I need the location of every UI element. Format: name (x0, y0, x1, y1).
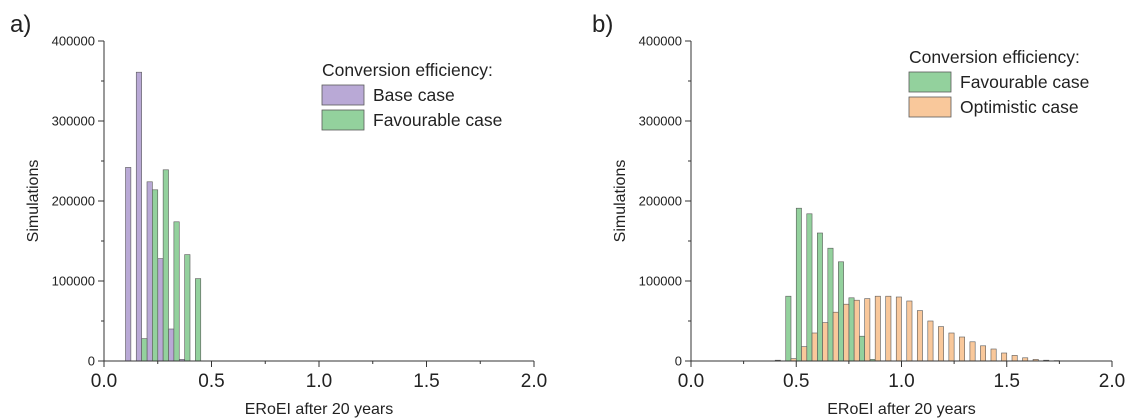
y-tick-label: 100000 (52, 274, 95, 289)
y-axis-title: Simulations (25, 160, 42, 243)
series-optimistic-case (790, 295, 1060, 362)
histogram-bar (927, 320, 934, 362)
legend-label: Optimistic case (960, 97, 1079, 117)
histogram-bar (817, 232, 823, 362)
histogram-bar (157, 258, 164, 362)
histogram-bar (801, 346, 808, 362)
x-tick-label: 2.0 (1099, 371, 1125, 392)
histogram-bar (906, 300, 913, 362)
histogram-bar (184, 254, 191, 362)
y-tick-label: 400000 (52, 34, 95, 49)
y-tick-label: 300000 (639, 114, 682, 129)
legend-swatch (321, 109, 365, 131)
x-axis-title: ERoEI after 20 years (827, 401, 976, 418)
histogram-bar (848, 297, 855, 362)
y-tick-label: 200000 (52, 194, 95, 209)
legend: Conversion efficiency: Base case Favourabl… (321, 60, 502, 131)
histogram-bar (990, 348, 997, 362)
histogram-bar (152, 189, 159, 362)
histogram-bar (832, 311, 839, 362)
x-tick-label: 2.0 (521, 371, 547, 392)
histogram-bar (195, 278, 202, 362)
y-tick-label: 100000 (639, 274, 682, 289)
legend-label: Favourable case (960, 72, 1089, 92)
x-tick-label: 0.5 (198, 371, 224, 392)
y-tick-label: 400000 (639, 34, 682, 49)
panel-label: a) (10, 11, 31, 38)
histogram-bar (843, 303, 850, 362)
histogram-bar (864, 298, 871, 362)
legend-title: Conversion efficiency: (322, 60, 493, 80)
histogram-bar (162, 169, 169, 362)
histogram-bar (822, 322, 829, 362)
x-tick-label: 0.0 (678, 371, 704, 392)
histogram-bar (1001, 352, 1008, 362)
x-tick-label: 1.5 (413, 371, 439, 392)
histogram-bar (135, 71, 142, 362)
histogram-bar (827, 247, 834, 362)
legend-label: Favourable case (373, 110, 502, 130)
histogram-bar (885, 295, 892, 362)
x-tick-label: 0.0 (91, 371, 117, 392)
histogram-bar (141, 338, 148, 362)
histogram-bar (125, 167, 132, 362)
histogram-bar (811, 332, 818, 362)
y-tick-label: 200000 (639, 194, 682, 209)
x-tick-label: 1.5 (994, 371, 1020, 392)
histogram-bar (895, 296, 902, 362)
histogram-bar (146, 181, 153, 362)
histogram-bar (859, 335, 865, 362)
histogram-bar (173, 221, 180, 362)
histogram-bar (969, 341, 976, 362)
y-tick-label: 0 (675, 354, 682, 369)
series-favourable-case (141, 169, 202, 362)
y-axis-title: Simulations (612, 160, 629, 243)
histogram-bar (916, 310, 923, 362)
histogram-bar (806, 213, 813, 362)
histogram-bar (168, 328, 175, 362)
legend-label: Base case (373, 85, 455, 105)
histogram-chart-a: a) 0.0 0.5 1.0 1.5 2.0 0 100000 200000 300000 4000… (10, 11, 547, 418)
histogram-bar (795, 207, 802, 362)
legend-swatch (321, 84, 365, 106)
chart-panel-b: b) 0.0 0.5 1.0 1.5 2.0 0 100000 200000 300000 4000… (566, 0, 1132, 419)
x-tick-label: 1.0 (306, 371, 332, 392)
histogram-bar (1011, 355, 1018, 362)
histogram-bar (838, 261, 844, 362)
histogram-bar (980, 345, 987, 362)
histogram-bar (874, 295, 881, 362)
histogram-bar (853, 299, 860, 362)
histogram-bar (938, 326, 944, 362)
histogram-bar (959, 336, 965, 362)
y-tick-label: 300000 (52, 114, 95, 129)
histogram-bar (948, 332, 955, 362)
x-axis-title: ERoEI after 20 years (245, 401, 394, 418)
x-tick-label: 0.5 (783, 371, 809, 392)
y-tick-label: 0 (88, 354, 95, 369)
legend-swatch (908, 71, 952, 93)
legend-title: Conversion efficiency: (909, 47, 1080, 67)
histogram-bar (785, 295, 792, 362)
x-tick-label: 1.0 (888, 371, 914, 392)
chart-panel-a: a) 0.0 0.5 1.0 1.5 2.0 0 100000 200000 300000 4000… (10, 11, 547, 418)
panel-label: b) (592, 11, 613, 38)
histogram-chart-b: b) 0.0 0.5 1.0 1.5 2.0 0 100000 200000 300000 4000… (592, 11, 1125, 418)
legend-swatch (908, 96, 952, 118)
legend: Conversion efficiency: Favourable case Opt… (908, 47, 1089, 118)
